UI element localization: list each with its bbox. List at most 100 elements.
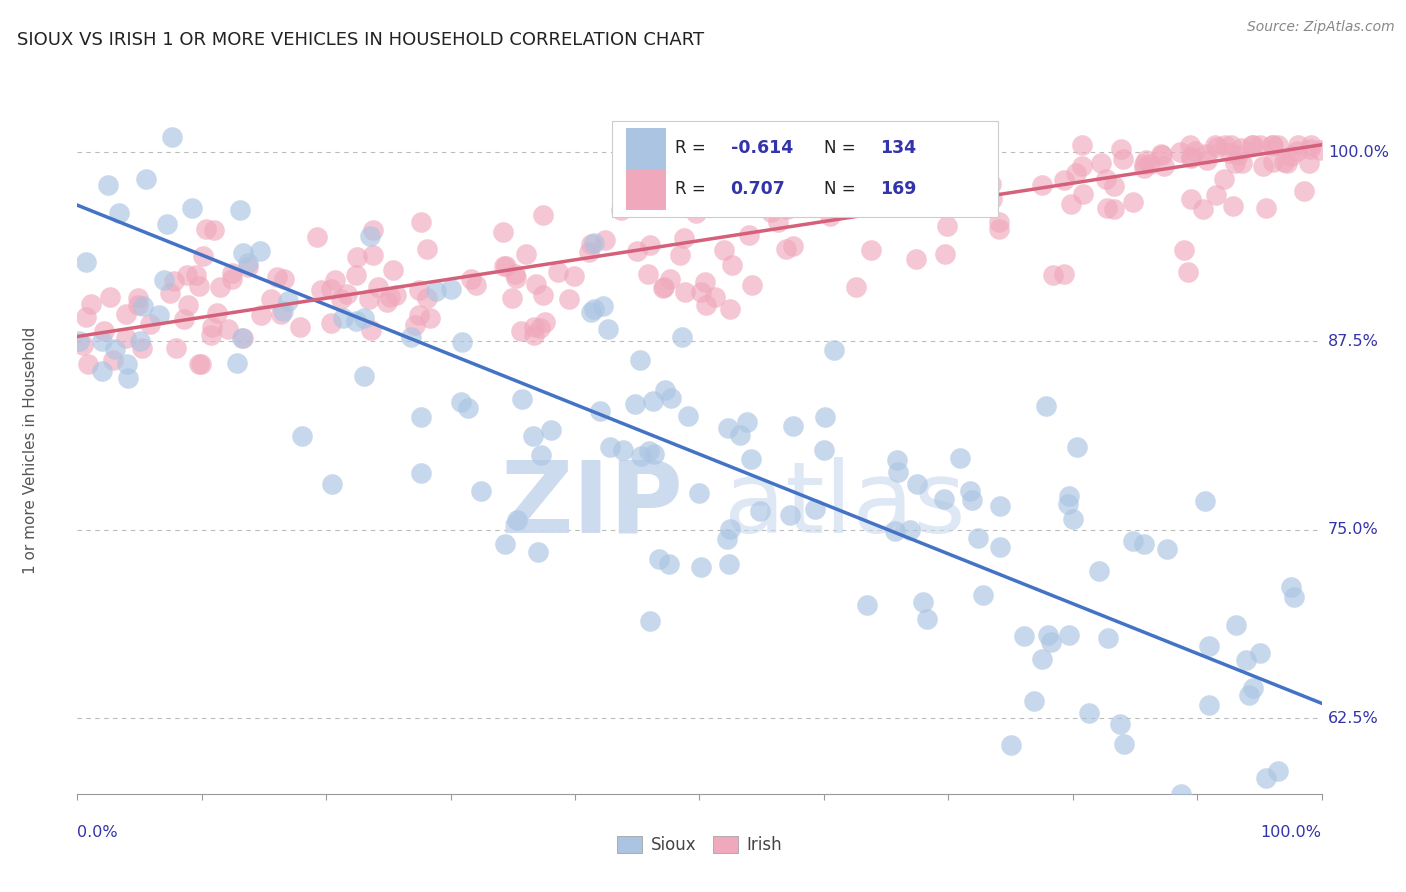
Point: [271, 304, 294, 318]
Point: [592, 299, 614, 313]
Point: [1122, 194, 1144, 209]
Point: [1168, 145, 1191, 159]
Point: [176, 268, 198, 282]
Text: R =: R =: [675, 139, 710, 157]
Point: [915, 612, 938, 626]
Point: [1132, 537, 1154, 551]
Point: [460, 272, 482, 286]
Point: [1133, 161, 1156, 176]
Point: [1222, 198, 1244, 212]
Point: [673, 231, 696, 245]
Point: [173, 311, 195, 326]
Point: [671, 200, 693, 214]
Point: [530, 448, 553, 462]
Point: [332, 311, 354, 326]
Point: [236, 256, 259, 270]
Point: [205, 306, 228, 320]
Point: [643, 393, 665, 408]
Point: [884, 194, 907, 208]
Point: [344, 268, 367, 282]
Point: [1053, 172, 1076, 186]
Point: [987, 215, 1010, 229]
Point: [503, 267, 526, 281]
Point: [336, 287, 359, 301]
Point: [401, 330, 423, 344]
Point: [652, 280, 675, 294]
Point: [589, 404, 612, 418]
Point: [148, 308, 170, 322]
Point: [1267, 137, 1289, 152]
Point: [1097, 631, 1119, 645]
Point: [1301, 137, 1323, 152]
Point: [260, 292, 283, 306]
Point: [1251, 159, 1274, 173]
Point: [353, 310, 375, 325]
Point: [1180, 151, 1202, 165]
Point: [221, 272, 243, 286]
Point: [1286, 137, 1309, 152]
Point: [1254, 201, 1277, 215]
Point: [673, 285, 696, 299]
Point: [659, 272, 682, 286]
Text: 134: 134: [880, 139, 917, 157]
Point: [1299, 142, 1322, 156]
Text: N =: N =: [824, 139, 860, 157]
Point: [728, 427, 751, 442]
Point: [1206, 140, 1229, 154]
Point: [505, 513, 527, 527]
Point: [952, 159, 974, 173]
Point: [962, 493, 984, 508]
Point: [98, 290, 121, 304]
Point: [1035, 399, 1057, 413]
Point: [972, 588, 994, 602]
Point: [1139, 157, 1161, 171]
Point: [932, 492, 955, 507]
Text: 0.0%: 0.0%: [77, 825, 118, 839]
Point: [990, 541, 1012, 555]
Point: [77, 357, 100, 371]
Point: [273, 271, 295, 285]
Point: [1057, 489, 1080, 503]
Point: [249, 308, 271, 322]
Point: [905, 252, 928, 267]
Point: [721, 258, 744, 272]
Point: [988, 222, 1011, 236]
Point: [1223, 156, 1246, 170]
Point: [654, 383, 676, 397]
Point: [737, 415, 759, 429]
Point: [91, 334, 114, 348]
Point: [200, 328, 222, 343]
Point: [1000, 738, 1022, 752]
Point: [108, 206, 131, 220]
Point: [1195, 147, 1218, 161]
Point: [980, 192, 1002, 206]
Point: [492, 259, 515, 273]
Point: [131, 341, 153, 355]
Point: [716, 532, 738, 546]
Text: SIOUX VS IRISH 1 OR MORE VEHICLES IN HOUSEHOLD CORRELATION CHART: SIOUX VS IRISH 1 OR MORE VEHICLES IN HOU…: [17, 31, 704, 49]
Point: [305, 230, 328, 244]
Point: [768, 215, 790, 229]
Point: [1212, 172, 1234, 186]
Point: [1204, 137, 1226, 152]
Point: [1150, 148, 1173, 162]
Point: [1036, 628, 1059, 642]
Point: [1272, 155, 1295, 169]
Point: [523, 328, 546, 343]
Point: [1192, 202, 1215, 217]
Point: [717, 557, 740, 571]
Point: [952, 165, 974, 179]
Point: [425, 284, 447, 298]
Point: [628, 352, 651, 367]
Point: [531, 208, 554, 222]
Point: [637, 267, 659, 281]
Point: [1135, 153, 1157, 168]
Point: [648, 552, 671, 566]
Point: [718, 523, 741, 537]
Point: [72, 338, 94, 352]
Point: [737, 228, 759, 243]
Point: [353, 368, 375, 383]
Point: [380, 291, 402, 305]
Point: [547, 265, 569, 279]
Point: [624, 396, 647, 410]
